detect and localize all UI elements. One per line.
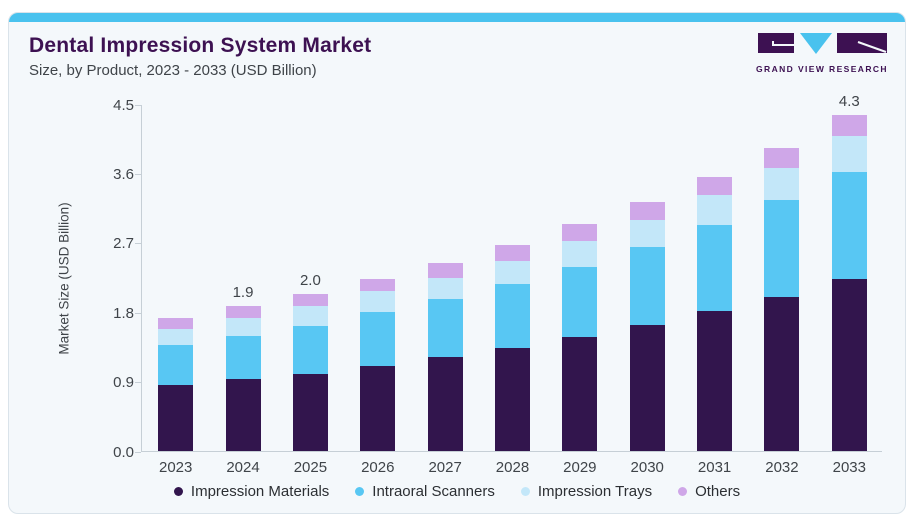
- logo-mark-icon: [757, 33, 887, 54]
- bar-segment-intraoral-scanners-2030: [629, 246, 665, 326]
- bar-segment-impression-materials-2031: [697, 310, 733, 451]
- legend-label: Impression Materials: [190, 483, 330, 500]
- bar-segment-impression-trays-2024: [225, 317, 261, 337]
- x-tick-label-2024: 2024: [226, 459, 260, 476]
- chart-title: Dental Impression System Market: [29, 34, 372, 57]
- plot-area: 0.0 0.9 1.8 2.7 3.6 4.5 2023 2024 2025 2026 2027 20…: [113, 93, 882, 476]
- bar-segment-impression-trays-2028: [495, 260, 530, 284]
- bar-segment-impression-materials-2026: [360, 366, 396, 451]
- accent-topbar: [9, 13, 905, 22]
- legend-item-intraoral-scanners: Intraoral Scanners: [355, 483, 495, 500]
- bar-value-label-2025: 2.0: [299, 272, 321, 290]
- y-tick-mark: [135, 173, 141, 175]
- y-tick-label: 4.5: [113, 96, 134, 114]
- x-tick-label-2025: 2025: [293, 459, 328, 476]
- bar-segment-intraoral-scanners-2029: [562, 266, 598, 337]
- bar-segment-impression-trays-2026: [360, 291, 396, 313]
- x-tick-label-2029: 2029: [563, 459, 597, 476]
- chart-subtitle: Size, by Product, 2023 - 2033 (USD Billi…: [29, 62, 317, 79]
- legend-label: Others: [695, 483, 741, 500]
- bar-segment-impression-trays-2027: [427, 277, 463, 300]
- bar-segment-intraoral-scanners-2031: [697, 225, 733, 311]
- bar-segment-impression-materials-2032: [764, 296, 800, 451]
- y-tick-mark: [135, 312, 141, 314]
- legend-item-impression-materials: Impression Materials: [173, 483, 330, 500]
- x-tick-label-2033: 2033: [832, 459, 866, 476]
- bar-segment-others-2027: [427, 262, 463, 278]
- y-tick-label: 0.9: [113, 374, 134, 392]
- bar-segment-others-2026: [360, 279, 396, 292]
- legend-dot-icon: [520, 487, 530, 496]
- grand-view-research-logo: GRAND VIEW RESEARCH: [755, 33, 889, 74]
- bar-value-label-2024: 1.9: [232, 284, 254, 302]
- x-tick-label-2023: 2023: [158, 459, 193, 476]
- y-tick-label: 3.6: [113, 165, 134, 183]
- bar-segment-intraoral-scanners-2023: [158, 344, 194, 386]
- bar-segment-impression-trays-2029: [562, 240, 598, 267]
- y-tick-label: 1.8: [113, 304, 134, 322]
- legend-item-impression-trays: Impression Trays: [520, 483, 653, 500]
- bar-segment-impression-trays-2033: [831, 136, 867, 172]
- legend-dot-icon: [173, 487, 183, 496]
- bar-segment-intraoral-scanners-2027: [427, 299, 463, 357]
- bar-segment-others-2028: [495, 245, 530, 261]
- bar-segment-impression-trays-2025: [292, 306, 328, 327]
- y-tick-mark: [135, 382, 141, 384]
- bar-segment-impression-materials-2033: [831, 279, 867, 451]
- bar-segment-intraoral-scanners-2028: [495, 283, 530, 348]
- bar-segment-intraoral-scanners-2032: [764, 200, 800, 297]
- x-tick-label-2032: 2032: [765, 459, 799, 476]
- x-tick-label-2027: 2027: [428, 459, 462, 476]
- bar-segment-others-2030: [629, 201, 665, 220]
- bar-segment-impression-materials-2023: [158, 385, 194, 451]
- bar-segment-others-2023: [158, 318, 194, 330]
- bar-segment-impression-trays-2032: [764, 168, 800, 201]
- bar-segment-intraoral-scanners-2033: [831, 171, 867, 280]
- bar-segment-intraoral-scanners-2026: [360, 312, 396, 367]
- legend: Impression Materials Intraoral Scanners Im…: [9, 483, 905, 500]
- legend-label: Impression Trays: [537, 483, 653, 500]
- bar-segment-others-2033: [831, 114, 867, 137]
- bar-segment-others-2029: [562, 224, 598, 241]
- y-tick-mark: [135, 104, 141, 106]
- bar-segment-impression-materials-2025: [292, 373, 328, 451]
- bar-segment-impression-materials-2028: [495, 347, 530, 451]
- y-tick-label: 0.0: [113, 443, 134, 461]
- x-tick-label-2028: 2028: [495, 459, 530, 476]
- bar-segment-others-2031: [697, 176, 733, 195]
- legend-dot-icon: [678, 487, 688, 496]
- bar-segment-others-2024: [225, 306, 261, 318]
- legend-item-others: Others: [678, 483, 740, 500]
- bar-segment-intraoral-scanners-2025: [292, 326, 328, 374]
- y-tick-label: 2.7: [113, 235, 134, 253]
- bar-segment-others-2025: [292, 294, 328, 307]
- legend-label: Intraoral Scanners: [372, 483, 495, 500]
- chart-card: Dental Impression System Market Size, by…: [8, 12, 906, 514]
- bar-segment-impression-trays-2031: [697, 195, 733, 226]
- x-tick-label-2026: 2026: [361, 459, 395, 476]
- y-tick-mark: [135, 243, 141, 245]
- bar-segment-impression-materials-2027: [427, 356, 463, 451]
- bar-segment-impression-materials-2024: [225, 378, 261, 451]
- x-tick-label-2031: 2031: [697, 459, 732, 476]
- bar-segment-intraoral-scanners-2024: [225, 336, 261, 379]
- x-tick-label-2030: 2030: [630, 459, 664, 476]
- bar-segment-impression-trays-2023: [158, 329, 194, 345]
- bar-segment-others-2032: [764, 147, 800, 169]
- bar-value-label-2033: 4.3: [838, 92, 860, 110]
- legend-dot-icon: [355, 487, 365, 496]
- bar-segment-impression-materials-2030: [629, 325, 665, 451]
- y-axis-title: Market Size (USD Billion): [56, 202, 72, 355]
- bar-segment-impression-materials-2029: [562, 336, 598, 451]
- y-tick-mark: [135, 451, 141, 453]
- bar-segment-impression-trays-2030: [629, 219, 665, 247]
- logo-text: GRAND VIEW RESEARCH: [756, 64, 888, 74]
